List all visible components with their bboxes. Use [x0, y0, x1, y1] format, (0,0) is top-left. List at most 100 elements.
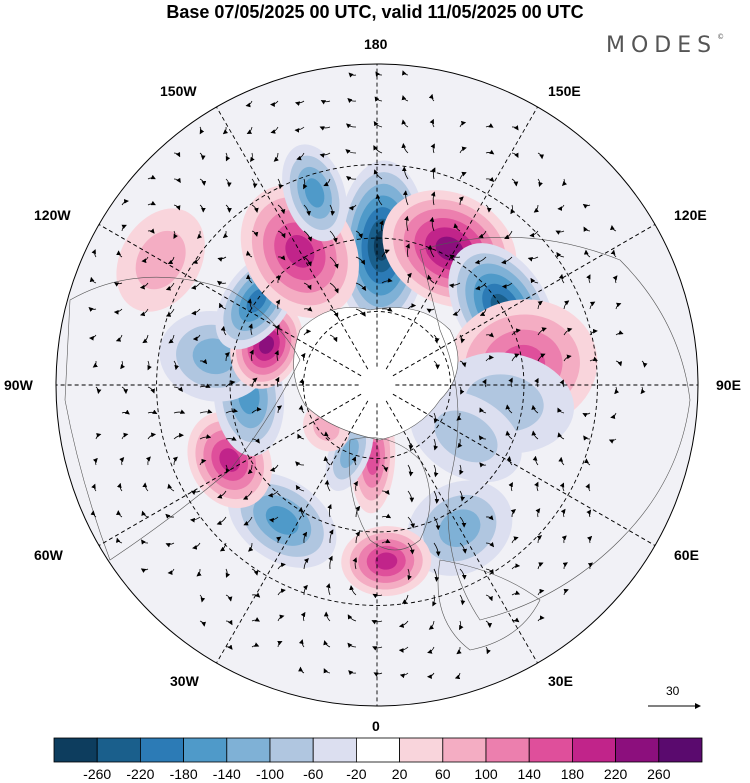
wind-vector	[220, 325, 227, 336]
wind-vector	[329, 230, 338, 243]
wind-vector	[372, 593, 383, 599]
latitude-circle	[303, 311, 451, 459]
wind-vector	[407, 464, 414, 477]
wind-vector	[589, 301, 596, 310]
wind-vector	[511, 178, 519, 187]
colorbar-tick-label: 260	[647, 766, 671, 782]
wind-vector	[479, 462, 487, 468]
wind-vector	[612, 275, 618, 284]
wind-vector	[586, 509, 592, 518]
wind-vector	[459, 360, 467, 368]
wind-vector	[348, 72, 357, 78]
wind-vector	[145, 456, 151, 466]
wind-vector	[242, 490, 253, 500]
wind-vector	[277, 588, 286, 596]
wind-vector	[478, 230, 487, 239]
wind-vector	[277, 562, 286, 570]
brand-mark: ©	[717, 33, 725, 41]
wind-vector	[303, 282, 312, 291]
wind-vector	[249, 349, 254, 362]
colorbar-tick-label: -100	[255, 766, 285, 782]
wind-vector	[432, 594, 437, 607]
wind-vector	[251, 617, 260, 622]
wind-vector	[531, 404, 539, 414]
wind-vector	[373, 672, 383, 677]
wind-vector	[173, 432, 184, 440]
wind-vector	[381, 489, 390, 495]
wind-vector	[430, 143, 435, 154]
meridian-line	[211, 400, 369, 672]
wind-vector	[563, 300, 570, 310]
wind-vector	[346, 176, 357, 181]
wind-vector	[381, 538, 391, 544]
wind-vector	[433, 464, 439, 478]
wind-vector	[270, 126, 279, 134]
colorbar-tick-label: 220	[603, 766, 628, 782]
wind-vector	[407, 568, 412, 581]
wind-vector	[323, 668, 331, 674]
wind-vector	[402, 70, 409, 76]
wind-vector	[323, 456, 331, 466]
wind-vector-layer	[88, 70, 648, 680]
wind-vector	[298, 666, 305, 674]
wind-vector	[485, 542, 495, 548]
lon-label-180: 180	[364, 36, 388, 52]
wind-vector	[251, 642, 260, 648]
wind-vector	[328, 555, 333, 570]
wind-vector	[429, 118, 435, 128]
meridian-line	[90, 219, 362, 377]
wind-vector	[90, 510, 97, 518]
wind-vector	[459, 516, 467, 528]
wind-vector	[405, 243, 410, 258]
wind-vector	[275, 299, 281, 310]
wind-vector	[355, 505, 361, 518]
latitude-circle	[156, 164, 598, 606]
wind-vector	[374, 96, 383, 102]
wind-vector	[582, 412, 591, 418]
wind-vector	[508, 482, 513, 492]
wind-vector	[329, 334, 338, 343]
wind-vector	[459, 171, 467, 180]
wind-vector	[274, 376, 280, 388]
wind-vector	[91, 483, 97, 492]
wind-vector	[427, 646, 435, 654]
wind-vector	[557, 432, 565, 440]
wind-vector	[329, 282, 339, 294]
wind-vector	[433, 568, 440, 582]
wind-vector	[475, 282, 487, 291]
colorbar-cell	[96, 737, 141, 763]
wind-vector	[113, 308, 123, 315]
meridian-line	[385, 400, 543, 672]
wind-vector	[583, 435, 591, 441]
anomaly-negative	[282, 144, 348, 242]
wind-vector	[225, 152, 231, 162]
wind-vector	[165, 513, 175, 519]
wind-vector	[485, 176, 495, 183]
wind-vector	[245, 250, 253, 258]
wind-vector	[167, 568, 175, 576]
wind-vector	[173, 409, 186, 414]
wind-vector	[121, 386, 129, 395]
wind-vector	[558, 273, 565, 284]
wind-vector	[485, 620, 493, 628]
wind-vector	[243, 516, 253, 526]
wind-vector	[428, 93, 435, 102]
wind-vector	[355, 256, 366, 265]
wind-vector	[303, 230, 313, 242]
wind-vector	[479, 407, 487, 414]
wind-vector	[459, 568, 467, 580]
map-title: Base 07/05/2025 00 UTC, valid 11/05/2025…	[166, 2, 584, 22]
wind-vector	[303, 558, 309, 570]
wind-vector	[459, 464, 464, 475]
colorbar-tick-label: -180	[169, 766, 198, 782]
wind-vector	[216, 280, 227, 286]
wind-vector	[481, 378, 487, 388]
wind-vector	[225, 619, 233, 626]
wind-vector	[373, 145, 383, 154]
wind-vector	[457, 438, 463, 449]
wind-vector	[251, 230, 259, 237]
wind-vector	[608, 438, 617, 444]
wind-vector	[505, 430, 513, 440]
wind-vector	[222, 230, 229, 239]
wind-vector	[459, 146, 467, 154]
